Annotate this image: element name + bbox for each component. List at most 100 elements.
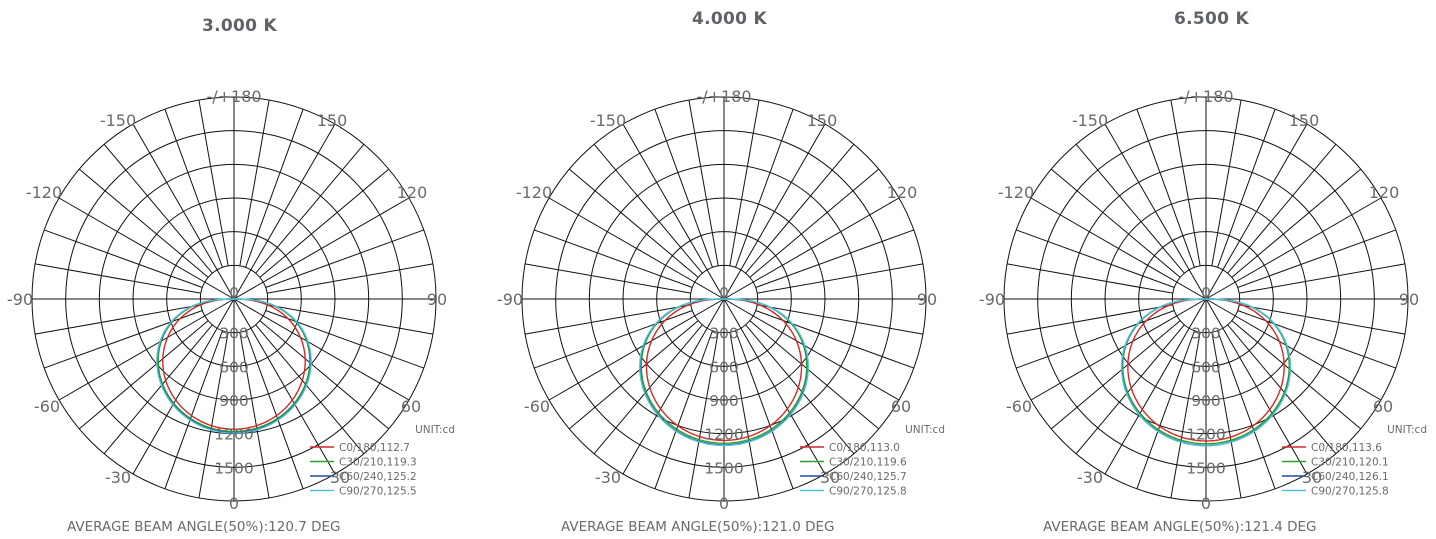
- polar-chart: 030060090012001500-/+1801501209060300-30…: [7, 87, 455, 513]
- grid-spoke-190: [198, 332, 229, 499]
- angle-label: -30: [1077, 468, 1103, 487]
- grid-spoke-230: [1050, 320, 1181, 430]
- radial-tick-label: 600: [1191, 358, 1221, 376]
- grid-spoke-190: [688, 332, 719, 499]
- grid-spoke-350: [688, 99, 719, 266]
- grid-spoke-130: [1231, 320, 1362, 430]
- radial-tick-label: 1200: [1186, 426, 1225, 444]
- unit-label: UNIT:cd: [415, 424, 455, 436]
- angle-label: 60: [401, 397, 421, 416]
- grid-spoke-200: [164, 330, 223, 489]
- grid-spoke-240: [58, 298, 235, 401]
- legend-entry: C0/180,113.6: [1311, 442, 1382, 454]
- grid-spoke-170: [239, 332, 270, 499]
- polar-grid: [1003, 96, 1409, 502]
- grid-spoke-310: [568, 168, 699, 278]
- angle-label: -120: [998, 183, 1034, 202]
- angle-label: -120: [516, 183, 552, 202]
- grid-spoke-320: [1075, 143, 1185, 274]
- angle-label: -/+180: [1178, 87, 1233, 106]
- grid-spoke-160: [1217, 330, 1276, 489]
- angle-label: -30: [105, 468, 131, 487]
- grid-spoke-10: [1211, 99, 1242, 266]
- grid-spoke-310: [78, 168, 209, 278]
- angle-label: 120: [887, 183, 918, 202]
- grid-spoke-350: [1170, 99, 1201, 266]
- legend-entry: C30/210,120.1: [1311, 457, 1389, 469]
- grid-spoke-330: [622, 123, 725, 300]
- angle-label: -150: [1072, 111, 1108, 130]
- angle-label: -90: [497, 290, 523, 309]
- beam-angle-footer: AVERAGE BEAM ANGLE(50%):121.0 DEG: [561, 519, 835, 535]
- grid-spoke-240: [1030, 298, 1207, 401]
- angle-label: 150: [1289, 111, 1320, 130]
- panel-title: 4.000 K: [692, 9, 767, 29]
- series-curve-c30-210: [640, 298, 808, 444]
- grid-spoke-140: [255, 324, 365, 455]
- angle-label: 0: [719, 494, 729, 513]
- grid-spoke-20: [735, 109, 794, 268]
- grid-spoke-280: [1006, 263, 1173, 294]
- grid-spoke-60: [1205, 197, 1382, 300]
- radial-tick-label: 900: [219, 392, 249, 410]
- polar-grid: [521, 96, 927, 502]
- grid-spoke-100: [1239, 304, 1406, 335]
- grid-spoke-50: [259, 168, 390, 278]
- angle-label: -120: [26, 183, 62, 202]
- legend: UNIT:cd C0/180,113.0 C30/210,119.6 C60/240,…: [800, 424, 945, 498]
- grid-spoke-330: [132, 123, 235, 300]
- angle-label: -90: [7, 290, 33, 309]
- radial-tick-label: 900: [1191, 392, 1221, 410]
- radial-tick-label: 0: [1201, 284, 1211, 302]
- angle-label: -60: [34, 397, 60, 416]
- angle-label: 120: [1369, 183, 1400, 202]
- grid-spoke-310: [1050, 168, 1181, 278]
- series-curve-c0-180: [162, 298, 306, 430]
- polar-chart: 030060090012001500-/+1801501209060300-30…: [497, 87, 945, 513]
- angle-label: -150: [590, 111, 626, 130]
- grid-spoke-80: [1239, 263, 1406, 294]
- angle-label: 60: [891, 397, 911, 416]
- grid-spoke-70: [265, 229, 424, 288]
- radial-tick-label: 600: [219, 358, 249, 376]
- angle-label: 150: [807, 111, 838, 130]
- legend-entry: C90/270,125.8: [1311, 486, 1389, 498]
- grid-spoke-290: [44, 229, 203, 288]
- angle-label: 90: [917, 290, 937, 309]
- grid-spoke-30: [723, 123, 826, 300]
- legend-entry: C60/240,126.1: [1311, 471, 1389, 483]
- grid-spoke-280: [34, 263, 201, 294]
- grid-spoke-160: [735, 330, 794, 489]
- radial-tick-label: 1200: [214, 426, 253, 444]
- grid-spoke-140: [745, 324, 855, 455]
- angle-label: -90: [979, 290, 1005, 309]
- grid-spoke-250: [534, 310, 693, 369]
- legend-entry: C0/180,112.7: [339, 442, 410, 454]
- grid-spoke-110: [1237, 310, 1396, 369]
- grid-spoke-290: [1016, 229, 1175, 288]
- grid-spoke-120: [723, 298, 900, 401]
- grid-spoke-340: [164, 109, 223, 268]
- grid-spoke-110: [265, 310, 424, 369]
- legend-entry: C90/270,125.8: [829, 486, 907, 498]
- grid-spoke-260: [1006, 304, 1173, 335]
- grid-spoke-200: [654, 330, 713, 489]
- polar-panel-3000k: 3.000 K 0 300 600 900 1200 1500 -/+180 150 120 90…: [0, 0, 479, 539]
- grid-spoke-110: [755, 310, 914, 369]
- grid-spoke-140: [1227, 324, 1337, 455]
- grid-spoke-220: [1075, 324, 1185, 455]
- series-curve-c90-270: [639, 298, 809, 447]
- grid-spoke-160: [245, 330, 304, 489]
- angle-label: 120: [397, 183, 428, 202]
- angle-label: -/+180: [696, 87, 751, 106]
- angle-label: 30: [820, 468, 840, 487]
- grid-spoke-150: [1205, 298, 1308, 475]
- grid-spoke-190: [1170, 332, 1201, 499]
- grid-spoke-220: [593, 324, 703, 455]
- series-curve-c30-210: [157, 298, 311, 433]
- angle-label: 0: [229, 494, 239, 513]
- beam-angle-footer: AVERAGE BEAM ANGLE(50%):120.7 DEG: [67, 519, 341, 535]
- angle-label: -60: [524, 397, 550, 416]
- grid-spoke-300: [548, 197, 725, 300]
- grid-spoke-200: [1136, 330, 1195, 489]
